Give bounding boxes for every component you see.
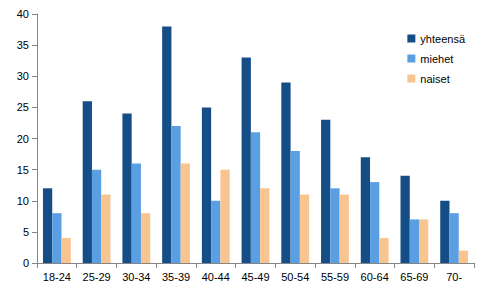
svg-text:25: 25	[17, 101, 29, 113]
svg-text:70-: 70-	[446, 271, 462, 283]
svg-text:50-54: 50-54	[281, 271, 309, 283]
svg-text:60-64: 60-64	[361, 271, 389, 283]
svg-text:20: 20	[17, 133, 29, 145]
svg-text:30: 30	[17, 70, 29, 82]
svg-text:18-24: 18-24	[43, 271, 71, 283]
svg-text:40: 40	[17, 8, 29, 20]
svg-text:25-29: 25-29	[83, 271, 111, 283]
svg-text:40-44: 40-44	[202, 271, 230, 283]
svg-text:55-59: 55-59	[321, 271, 349, 283]
svg-text:yhteensä: yhteensä	[420, 33, 466, 45]
svg-text:35: 35	[17, 39, 29, 51]
svg-text:35-39: 35-39	[162, 271, 190, 283]
svg-text:30-34: 30-34	[122, 271, 150, 283]
svg-text:10: 10	[17, 195, 29, 207]
svg-text:naiset: naiset	[420, 73, 449, 85]
svg-text:5: 5	[23, 226, 29, 238]
svg-text:45-49: 45-49	[241, 271, 269, 283]
svg-text:miehet: miehet	[420, 53, 453, 65]
svg-text:15: 15	[17, 164, 29, 176]
svg-text:65-69: 65-69	[400, 271, 428, 283]
svg-text:0: 0	[23, 257, 29, 269]
